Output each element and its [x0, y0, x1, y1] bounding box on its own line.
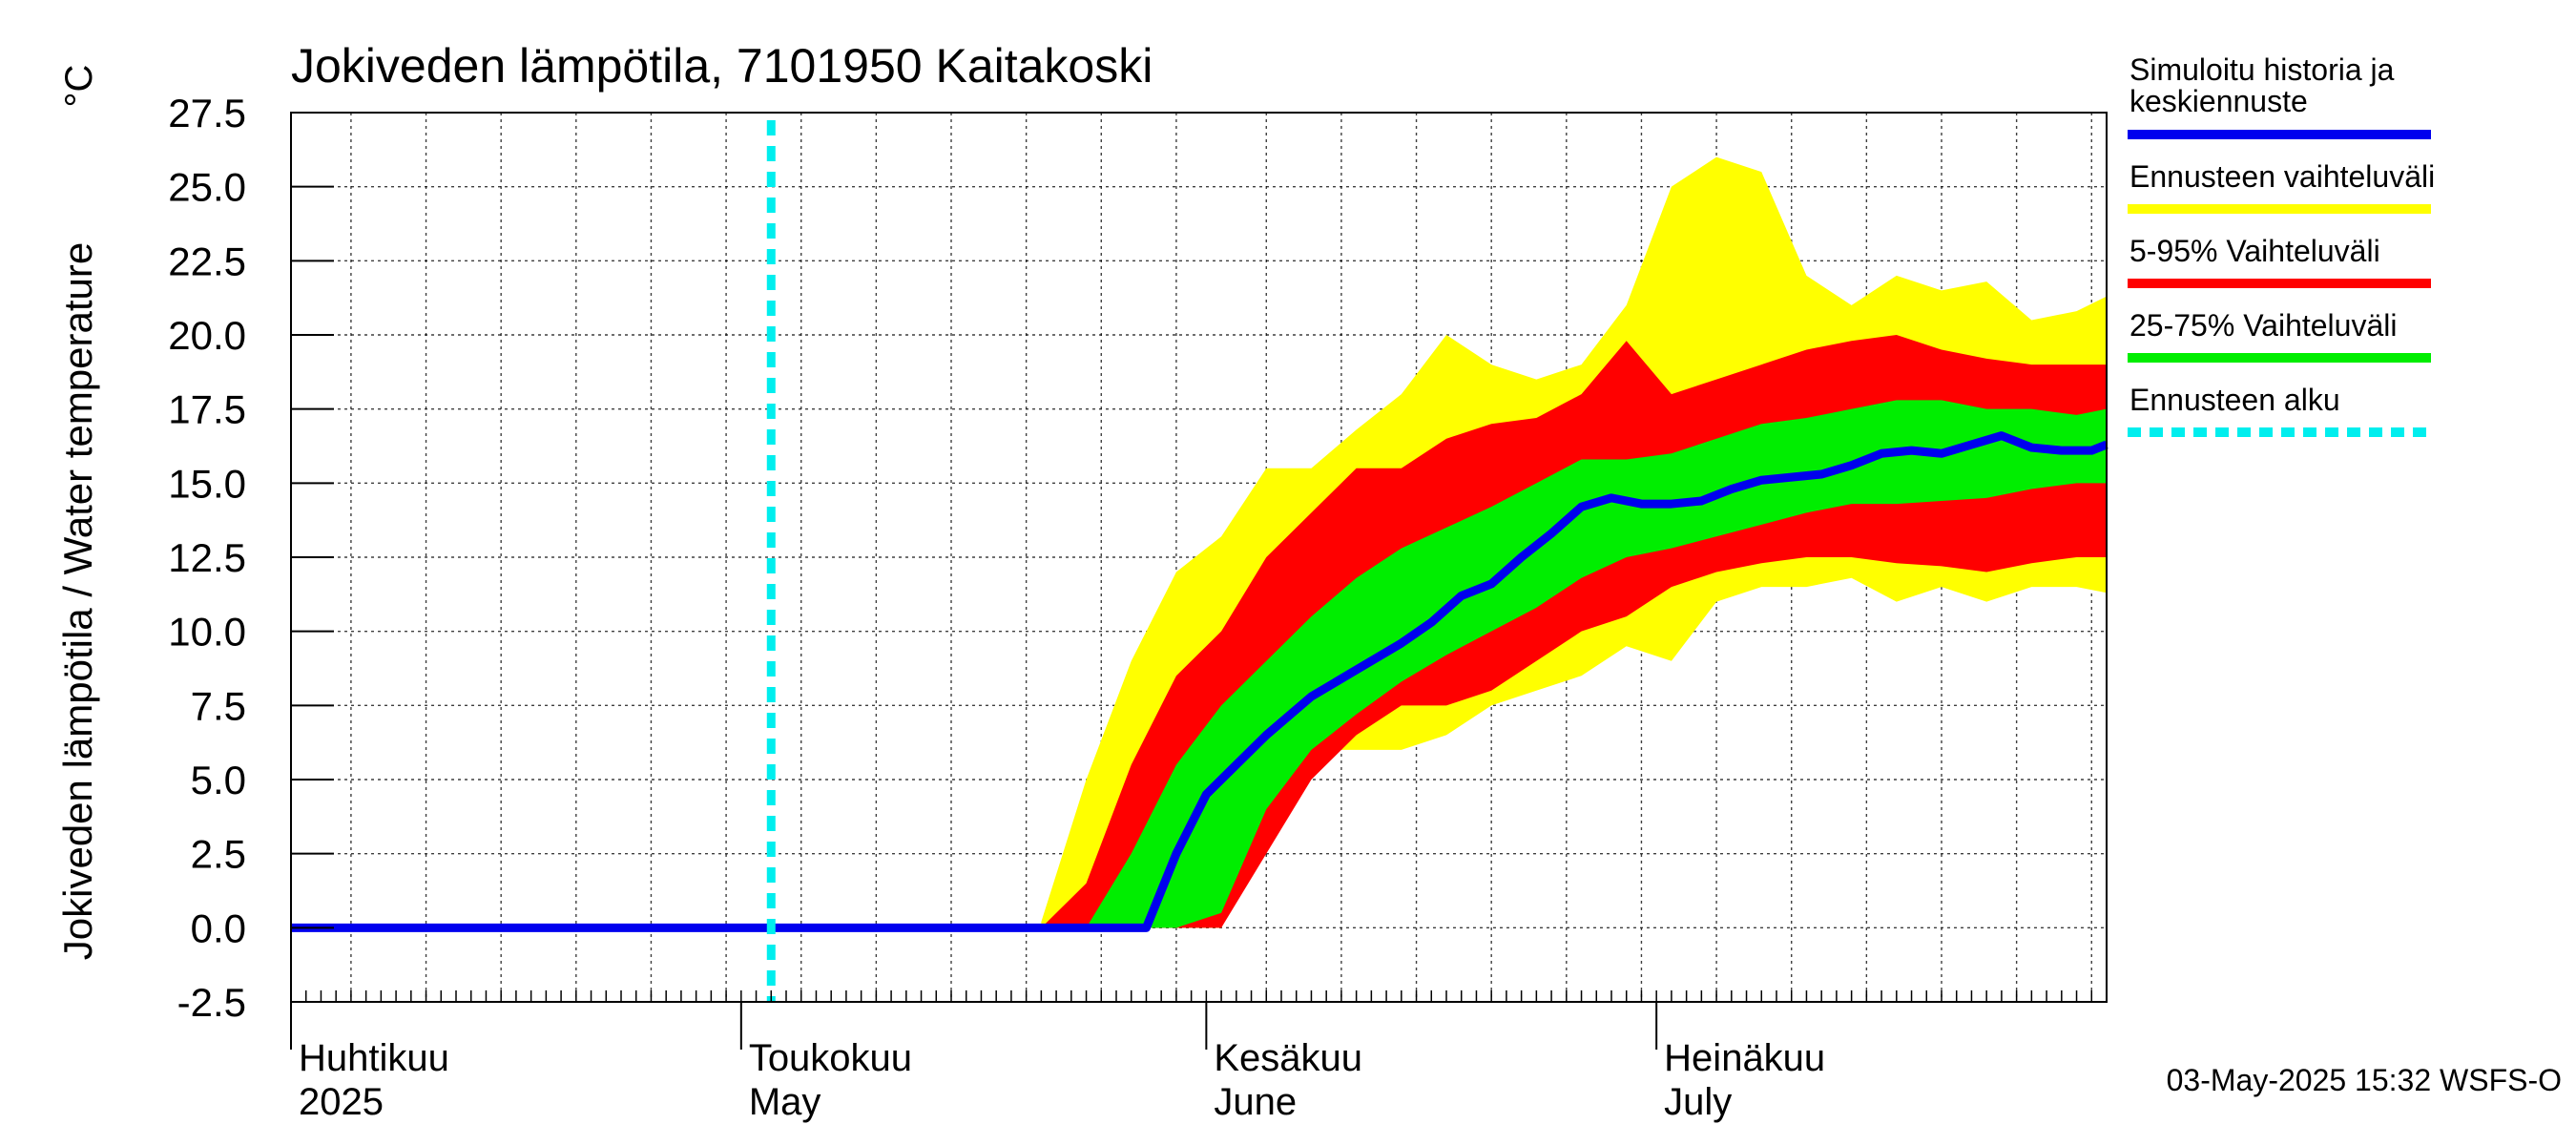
y-tick-label: 15.0: [168, 461, 246, 506]
y-tick-label: 5.0: [191, 758, 246, 802]
unit-label: °C: [58, 65, 100, 108]
legend-label: 5-95% Vaihteluväli: [2129, 234, 2380, 268]
month-label-fi: Toukokuu: [749, 1037, 912, 1079]
y-tick-labels: -2.5 0.0 2.5 5.0 7.5 10.0 12.5 15.0 17.5 20.0 22.5…: [168, 91, 246, 1025]
y-tick-label: 0.0: [191, 906, 246, 950]
legend-label-median-line2: keskiennuste: [2129, 84, 2308, 118]
legend-label: Ennusteen alku: [2129, 383, 2340, 417]
month-label-fi: Kesäkuu: [1214, 1037, 1362, 1079]
forecast-bands: [1041, 156, 2107, 928]
month-label-en: June: [1214, 1081, 1297, 1123]
band-25-75-vaihteluv-li: [1041, 400, 2107, 928]
chart-title: Jokiveden lämpötila, 7101950 Kaitakoski: [291, 39, 1153, 93]
month-label-en: July: [1664, 1081, 1732, 1123]
month-label-en: May: [749, 1081, 821, 1123]
month-label-fi: Heinäkuu: [1664, 1037, 1825, 1079]
plot-area: [290, 112, 2109, 1050]
month-label-en: 2025: [299, 1081, 384, 1123]
legend-label-part: Simuloitu historia ja: [2129, 52, 2395, 87]
y-tick-label: 10.0: [168, 610, 246, 655]
y-tick-label: 7.5: [191, 683, 246, 728]
month-label-fi: Huhtikuu: [299, 1037, 449, 1079]
legend-label: Ennusteen vaihteluväli: [2129, 159, 2435, 194]
axis-ticks: [290, 112, 2108, 1050]
y-tick-label: 17.5: [168, 387, 246, 432]
y-tick-label: 2.5: [191, 832, 246, 877]
y-tick-label: 27.5: [168, 91, 246, 135]
y-tick-label: 20.0: [168, 313, 246, 358]
y-axis-label: Jokiveden lämpötila / Water temperature: [55, 242, 100, 960]
y-tick-label: -2.5: [177, 980, 246, 1025]
y-tick-label: 25.0: [168, 165, 246, 210]
timestamp-footer: 03-May-2025 15:32 WSFS-O: [2167, 1063, 2562, 1097]
y-tick-label: 12.5: [168, 535, 246, 580]
y-tick-label: 22.5: [168, 239, 246, 283]
median-line: [291, 431, 2109, 932]
legend-label-median-line1: Simuloitu historia ja: [2129, 52, 2395, 87]
series-lines: [291, 431, 2109, 932]
legend-label: 25-75% Vaihteluväli: [2129, 308, 2397, 343]
